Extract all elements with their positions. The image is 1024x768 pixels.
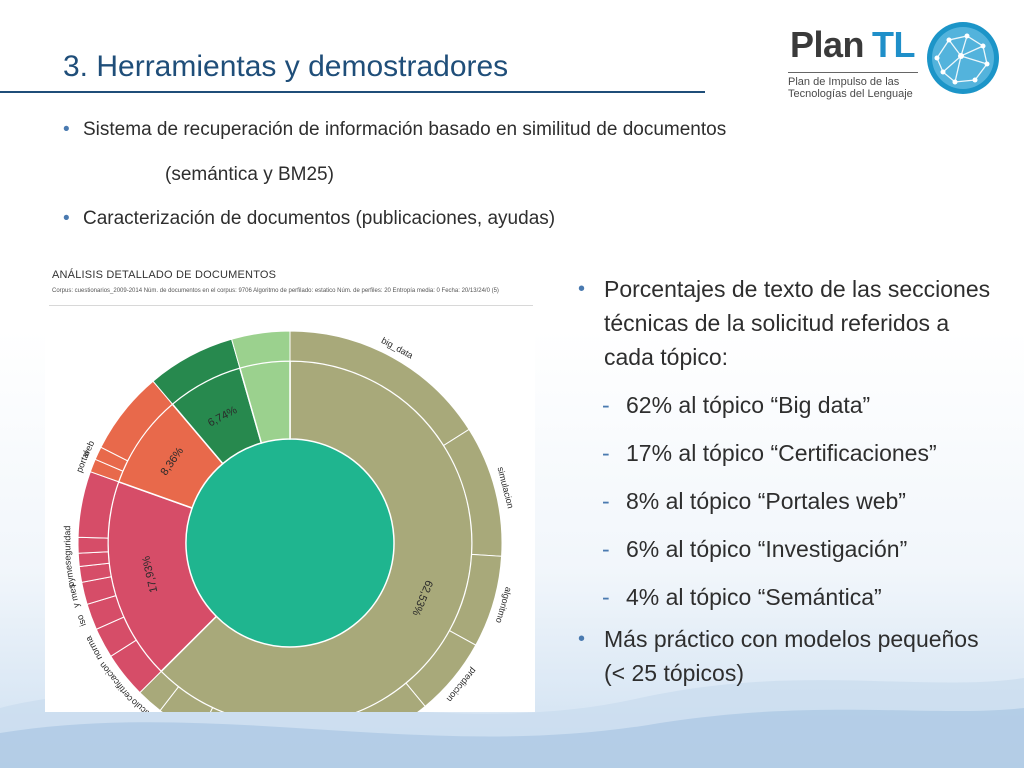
outer-segment-label: pyme xyxy=(63,564,76,587)
outer-segment-22 xyxy=(231,330,291,369)
logo-name: Plan TL xyxy=(790,24,916,65)
head-network-icon xyxy=(927,22,999,94)
list-item: -4% al tópico “Semántica” xyxy=(602,584,882,610)
page-title: 3. Herramientas y demostradores xyxy=(63,50,509,83)
plan-tl-logo: Plan TL Plan de Impulso de las Tecnología… xyxy=(780,14,1012,100)
outer-segment-4 xyxy=(356,682,426,712)
figure-subtitle: Corpus: cuestionarios_2009-2014 Núm. de … xyxy=(52,288,499,294)
logo-subtitle: Plan de Impulso de las Tecnologías del L… xyxy=(788,76,913,100)
outer-segment-16 xyxy=(77,536,109,554)
logo-divider xyxy=(788,72,918,73)
list-intro: • Porcentajes de texto de las secciones t… xyxy=(578,276,991,370)
sunburst-center xyxy=(186,439,394,647)
figure-separator xyxy=(49,305,533,306)
list-item: -17% al tópico “Certificaciones” xyxy=(602,440,937,466)
list-item: -6% al tópico “Investigación” xyxy=(602,536,908,562)
figure-title: ANÁLISIS DETALLADO DE DOCUMENTOS xyxy=(52,269,277,281)
bullet-characterization: • Caracterización de documentos (publicac… xyxy=(63,208,556,229)
bullet-retrieval-cont: (semántica y BM25) xyxy=(165,164,334,185)
title-underline xyxy=(0,91,705,93)
document-analysis-figure: ANÁLISIS DETALLADO DE DOCUMENTOS Corpus:… xyxy=(45,260,535,712)
list-item: -62% al tópico “Big data” xyxy=(602,392,871,418)
sunburst-chart: 62,53%17,93%8,36%6,74%big_datasimulacion… xyxy=(62,330,516,712)
outer-segment-label: iso xyxy=(75,614,88,628)
outer-segment-label: seguridad xyxy=(62,526,72,566)
list-item: -8% al tópico “Portales web” xyxy=(602,488,906,514)
topic-percentages-list: • Porcentajes de texto de las secciones t… xyxy=(578,272,998,690)
bullet-retrieval: • Sistema de recuperación de información … xyxy=(63,119,727,140)
list-closing: • Más práctico con modelos pequeños (< 25… xyxy=(578,626,979,686)
